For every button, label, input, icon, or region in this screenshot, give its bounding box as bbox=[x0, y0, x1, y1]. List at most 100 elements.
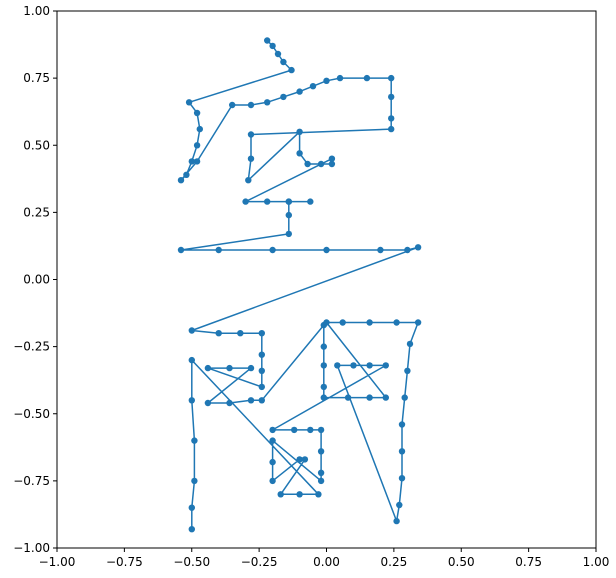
data-point bbox=[350, 362, 357, 369]
data-point bbox=[285, 211, 292, 219]
x-tick-label: −0.75 bbox=[106, 555, 143, 569]
data-point bbox=[258, 330, 265, 337]
data-point bbox=[264, 37, 271, 44]
data-point bbox=[280, 93, 287, 101]
data-point bbox=[274, 50, 282, 58]
data-point bbox=[188, 327, 195, 334]
x-tick-label: 0.75 bbox=[515, 555, 542, 569]
data-point bbox=[215, 330, 222, 337]
data-point bbox=[258, 397, 265, 404]
data-point bbox=[247, 131, 255, 138]
data-point bbox=[188, 526, 195, 533]
data-point bbox=[320, 362, 327, 369]
x-tick-label: −0.25 bbox=[241, 555, 278, 569]
data-point bbox=[188, 356, 195, 364]
data-point bbox=[196, 125, 203, 133]
y-tick-label: 0.25 bbox=[23, 205, 50, 219]
data-point bbox=[404, 246, 411, 254]
y-tick-label: 0.75 bbox=[23, 71, 50, 85]
data-point bbox=[328, 160, 336, 168]
data-point bbox=[247, 364, 255, 372]
data-point bbox=[414, 319, 422, 326]
data-point bbox=[401, 394, 408, 401]
data-point bbox=[363, 74, 371, 82]
data-point bbox=[269, 437, 276, 444]
data-point bbox=[296, 150, 303, 157]
data-point bbox=[398, 421, 406, 428]
data-point bbox=[344, 394, 352, 401]
data-point bbox=[414, 244, 422, 251]
data-point bbox=[388, 74, 395, 82]
data-point bbox=[396, 501, 403, 509]
data-point bbox=[388, 115, 395, 122]
data-point bbox=[264, 99, 271, 106]
data-point bbox=[226, 364, 233, 372]
data-point bbox=[269, 426, 276, 434]
data-point bbox=[339, 319, 346, 326]
data-point bbox=[317, 160, 325, 168]
data-point bbox=[288, 66, 295, 74]
data-point bbox=[188, 158, 195, 165]
data-point bbox=[247, 397, 255, 404]
data-point bbox=[204, 399, 212, 407]
data-point bbox=[185, 99, 193, 106]
y-axis: −1.00 −0.75 −0.50 −0.25 0.00 0.25 0.50 0.75 1.00 bbox=[13, 4, 57, 555]
y-tick-label: −1.00 bbox=[13, 541, 50, 555]
data-point bbox=[269, 42, 276, 50]
data-point bbox=[336, 74, 344, 82]
x-tick-label: 0.00 bbox=[313, 555, 340, 569]
data-point bbox=[226, 399, 233, 407]
data-point bbox=[204, 364, 212, 372]
data-point bbox=[247, 101, 255, 109]
data-point bbox=[398, 475, 406, 482]
data-point bbox=[285, 230, 292, 238]
data-point bbox=[366, 319, 373, 326]
plot-area bbox=[56, 10, 597, 549]
data-point bbox=[323, 246, 330, 254]
data-point bbox=[315, 491, 322, 498]
data-point bbox=[177, 246, 185, 254]
data-point bbox=[183, 171, 190, 178]
data-point bbox=[191, 477, 198, 485]
data-point bbox=[193, 142, 201, 149]
data-point bbox=[323, 77, 330, 85]
data-point bbox=[296, 456, 303, 463]
series-layer bbox=[177, 37, 422, 533]
data-point bbox=[328, 155, 336, 162]
data-point bbox=[388, 125, 395, 133]
data-point bbox=[264, 198, 271, 205]
y-tick-label: −0.50 bbox=[13, 407, 50, 421]
data-point bbox=[193, 109, 201, 117]
data-point bbox=[191, 437, 198, 444]
data-point bbox=[366, 362, 373, 369]
data-point bbox=[215, 246, 222, 254]
data-point bbox=[320, 383, 327, 391]
data-point bbox=[258, 383, 265, 391]
data-point bbox=[323, 319, 330, 326]
y-tick-label: −0.25 bbox=[13, 340, 50, 354]
data-point bbox=[280, 58, 287, 66]
data-point bbox=[296, 128, 303, 135]
x-axis: −1.00 −0.75 −0.50 −0.25 0.00 0.25 0.50 0.75 1.00 bbox=[39, 548, 609, 569]
data-point bbox=[188, 504, 195, 511]
data-point bbox=[177, 177, 185, 184]
data-point bbox=[304, 160, 311, 168]
x-tick-label: −0.50 bbox=[173, 555, 210, 569]
data-point bbox=[277, 491, 284, 498]
data-point bbox=[382, 362, 389, 369]
data-point bbox=[193, 158, 201, 165]
data-point bbox=[188, 397, 195, 404]
data-point bbox=[285, 198, 292, 205]
data-point bbox=[309, 83, 317, 90]
axes-frame bbox=[56, 10, 597, 549]
data-point bbox=[245, 177, 252, 184]
data-point bbox=[269, 477, 276, 485]
data-point bbox=[320, 394, 327, 401]
data-point bbox=[291, 426, 298, 434]
data-point bbox=[317, 477, 325, 485]
x-tick-label: 0.25 bbox=[381, 555, 408, 569]
data-point bbox=[307, 426, 314, 434]
data-point bbox=[382, 394, 389, 401]
data-point bbox=[317, 469, 325, 476]
